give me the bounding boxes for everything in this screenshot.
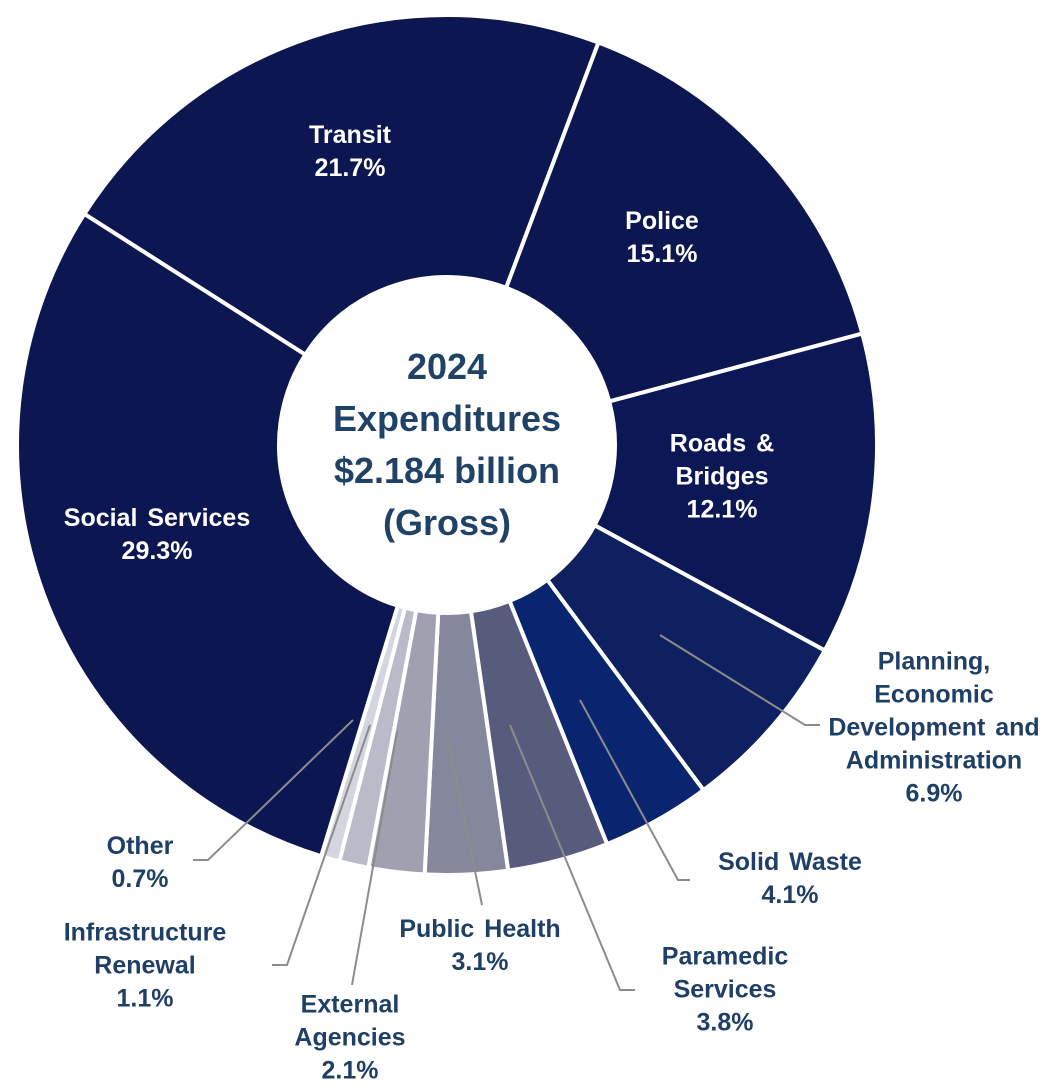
value-label: 3.8% xyxy=(696,1008,754,1037)
category-label: Social Services xyxy=(63,504,251,532)
leader-line xyxy=(659,634,820,726)
value-label: 0.7% xyxy=(111,865,169,893)
leader-line xyxy=(272,724,371,966)
donut-slice xyxy=(15,211,401,859)
category-label: Solid Waste xyxy=(718,848,862,876)
center-line: Expenditures xyxy=(332,398,562,439)
leader-line xyxy=(509,724,635,991)
leader-line xyxy=(193,719,354,861)
category-label: Roads & Bridges xyxy=(669,429,775,491)
slice-label: Transit 21.7% xyxy=(250,119,450,185)
slice-label: Infrastructure Renewal 1.1% xyxy=(35,917,255,1016)
category-label: Other xyxy=(106,832,174,860)
center-text: 2024 Expenditures $2.184 billion (Gross) xyxy=(333,341,561,549)
leader-line xyxy=(579,699,690,881)
category-label: Police xyxy=(625,207,699,235)
category-label: Paramedic Services xyxy=(661,942,789,1004)
category-label: External Agencies xyxy=(294,990,406,1052)
slice-label: Public Health 3.1% xyxy=(360,913,600,979)
center-line: $2.184 billion xyxy=(333,450,561,491)
leader-line xyxy=(351,731,398,986)
value-label: 2.1% xyxy=(321,1056,379,1085)
value-label: 4.1% xyxy=(761,881,819,909)
category-label: Infrastructure Renewal xyxy=(63,918,227,980)
category-label: Planning, Economic Development and Admin… xyxy=(828,647,1040,775)
slice-label: Police 15.1% xyxy=(562,205,762,271)
center-line: 2024 xyxy=(406,346,488,387)
value-label: 12.1% xyxy=(686,495,758,524)
value-label: 3.1% xyxy=(451,948,509,976)
donut-slice xyxy=(81,13,602,358)
value-label: 21.7% xyxy=(314,154,386,182)
category-label: Transit xyxy=(309,121,391,149)
value-label: 6.9% xyxy=(905,779,963,808)
center-line: (Gross) xyxy=(382,502,512,543)
slice-label: Planning, Economic Development and Admin… xyxy=(827,646,1042,811)
slice-label: Solid Waste 4.1% xyxy=(670,846,910,912)
slice-label: Social Services 29.3% xyxy=(27,502,287,568)
value-label: 29.3% xyxy=(121,537,193,565)
donut-slice xyxy=(503,39,865,404)
slice-label: Other 0.7% xyxy=(80,830,200,896)
leader-line xyxy=(446,734,483,906)
donut-slice xyxy=(591,331,879,654)
slice-label: Paramedic Services 3.8% xyxy=(645,941,805,1040)
slice-label: External Agencies 2.1% xyxy=(280,989,420,1088)
value-label: 15.1% xyxy=(626,240,698,268)
category-label: Public Health xyxy=(399,915,561,943)
value-label: 1.1% xyxy=(116,984,174,1013)
slice-label: Roads & Bridges 12.1% xyxy=(652,428,792,527)
